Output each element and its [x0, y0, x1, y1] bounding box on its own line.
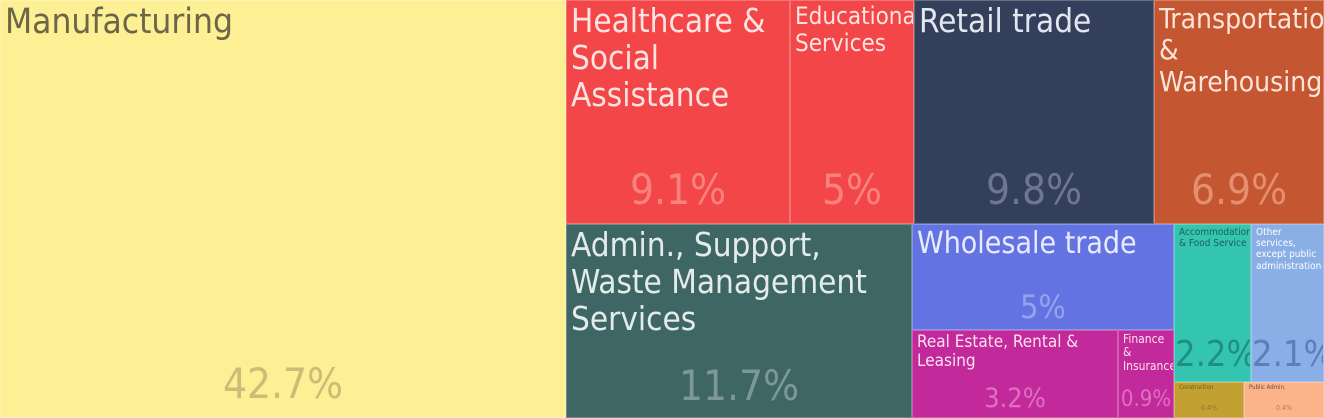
tile-wholesale-trade[interactable]: Wholesale trade 5% — [912, 224, 1174, 330]
tile-real-estate[interactable]: Real Estate, Rental & Leasing 3.2% — [912, 330, 1118, 418]
tile-percent: 6.9% — [1191, 165, 1287, 214]
tile-label: Educational Services — [795, 2, 914, 57]
tile-finance-insurance[interactable]: Finance & Insurance 0.9% — [1118, 330, 1174, 418]
tile-transportation[interactable]: Transportation & Warehousing 6.9% — [1154, 0, 1324, 224]
tile-label: Finance & Insurance — [1123, 332, 1174, 373]
tile-percent: 3.2% — [984, 383, 1046, 414]
tile-percent: 9.1% — [630, 165, 726, 214]
tile-label: Admin., Support, Waste Management Servic… — [571, 225, 867, 338]
tile-retail-trade[interactable]: Retail trade 9.8% — [914, 0, 1154, 224]
tile-percent: 0.9% — [1120, 387, 1172, 412]
tile-percent: 2.1% — [1252, 334, 1323, 375]
tile-percent: 5% — [1020, 288, 1066, 326]
tile-percent: 5% — [822, 165, 882, 214]
tile-percent: 2.2% — [1175, 334, 1251, 375]
tile-public-admin[interactable]: Public Admin. 0.4% — [1244, 382, 1324, 418]
tile-label: Retail trade — [919, 1, 1092, 40]
tile-percent: 0.4% — [1201, 404, 1217, 412]
tile-percent: 42.7% — [222, 359, 343, 408]
tile-educational-services[interactable]: Educational Services 5% — [790, 0, 914, 224]
tile-construction[interactable]: Construction 0.4% — [1174, 382, 1244, 418]
tile-percent: 9.8% — [986, 165, 1082, 214]
tile-percent: 11.7% — [678, 361, 799, 410]
tile-label: Healthcare & Social Assistance — [571, 1, 766, 114]
tile-manufacturing[interactable]: Manufacturing 42.7% — [0, 0, 566, 418]
tile-label: Transportation & Warehousing — [1159, 2, 1324, 98]
tile-label: Wholesale trade — [917, 226, 1137, 261]
tile-percent: 0.4% — [1276, 404, 1292, 412]
tile-other-services[interactable]: Other services, except public administra… — [1251, 224, 1324, 382]
tile-admin-support[interactable]: Admin., Support, Waste Management Servic… — [566, 224, 912, 418]
tile-label: Real Estate, Rental & Leasing — [917, 332, 1079, 372]
tile-label: Other services, except public administra… — [1256, 227, 1322, 272]
tile-label: Construction — [1179, 384, 1214, 391]
tile-label: Manufacturing — [5, 2, 234, 42]
tile-accommodation-food[interactable]: Accommodation & Food Service 2.2% — [1174, 224, 1251, 382]
tile-label: Accommodation & Food Service — [1179, 227, 1251, 250]
tile-healthcare[interactable]: Healthcare & Social Assistance 9.1% — [566, 0, 790, 224]
tile-label: Public Admin. — [1249, 384, 1286, 391]
